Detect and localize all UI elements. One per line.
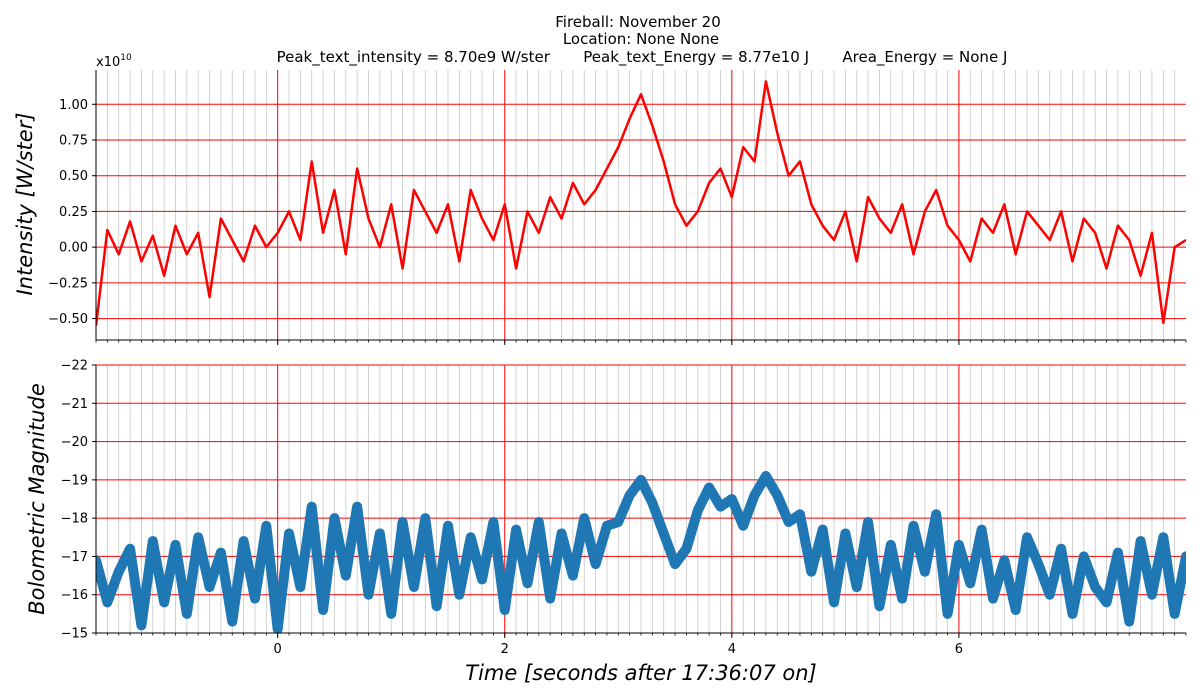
intensity-y-tick-label: 0.25: [59, 205, 88, 220]
intensity-y-axis-label: Intensity [W/ster]: [13, 112, 37, 295]
chart-subtitle: Location: None None: [563, 30, 719, 48]
y-offset-base: x10: [96, 55, 120, 70]
magnitude-y-tick-label: −16: [61, 588, 88, 603]
magnitude-series-line: [96, 471, 1186, 633]
magnitude-y-tick-label: −15: [61, 627, 88, 642]
x-axis-label: Time [seconds after 17:36:07 on]: [465, 661, 816, 685]
intensity-series-line: [96, 80, 1186, 326]
intensity-y-tick-label: 0.00: [59, 241, 88, 256]
magnitude-y-tick-label: −21: [61, 397, 88, 412]
chart-metrics-line: Peak_text_intensity = 8.70e9 W/ster Peak…: [277, 48, 1008, 67]
chart-title: Fireball: November 20: [555, 13, 721, 31]
magnitude-y-tick-label: −17: [61, 550, 88, 565]
magnitude-y-axis-label: Bolometric Magnitude: [25, 383, 49, 615]
magnitude-y-tick-label: −22: [61, 359, 88, 374]
y-offset-label: x1010: [96, 53, 132, 70]
intensity-y-tick-label: 0.50: [59, 169, 88, 184]
intensity-panel: 1.00 0.75 0.50 0.25 0.00 −0.25 −0.50: [48, 70, 1187, 345]
intensity-y-tick-label: 1.00: [59, 98, 88, 113]
intensity-minor-grid: [95, 70, 1176, 340]
magnitude-y-tick-label: −18: [61, 512, 88, 527]
y-offset-exponent: 10: [120, 53, 132, 63]
magnitude-x-tick-label: 0: [274, 642, 282, 657]
magnitude-panel: −22 −21 −20 −19 −18 −17 −16 −15 0 2 4 6: [61, 359, 1187, 657]
intensity-y-tick-label: −0.50: [48, 312, 88, 327]
magnitude-y-tick-label: −20: [61, 435, 88, 450]
magnitude-x-tick-label: 2: [501, 642, 509, 657]
magnitude-x-tick-label: 4: [728, 642, 736, 657]
intensity-y-tick-label: −0.25: [48, 276, 88, 291]
intensity-y-tick-label: 0.75: [59, 134, 88, 149]
magnitude-x-tick-label: 6: [955, 642, 963, 657]
magnitude-y-tick-label: −19: [61, 473, 88, 488]
